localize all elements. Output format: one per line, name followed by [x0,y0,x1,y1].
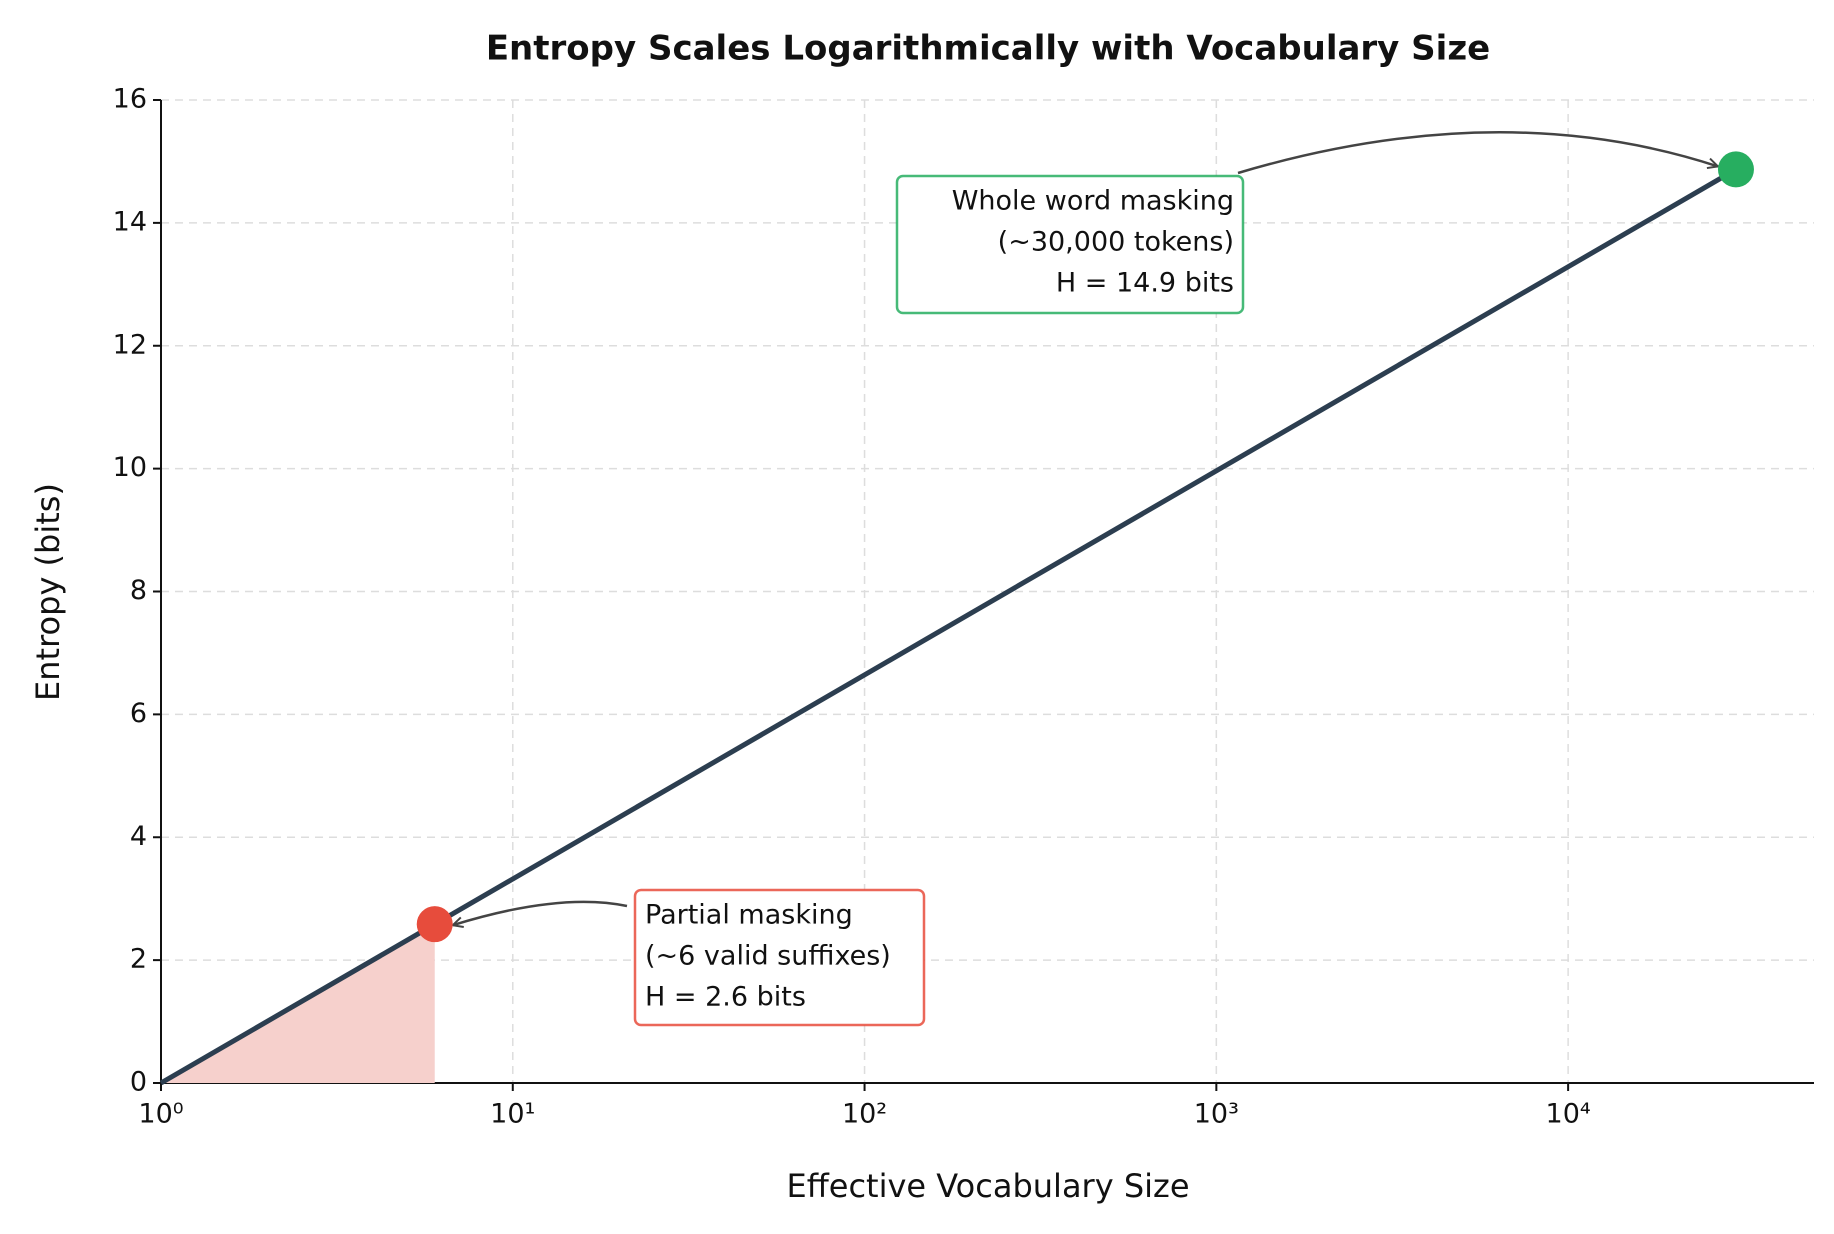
y-tick-label: 10 [113,452,147,483]
y-tick-label: 4 [130,821,147,852]
annotation-arrow [1237,131,1718,175]
y-tick-label: 0 [130,1067,147,1098]
y-tick-label: 16 [113,84,147,115]
annotation-text: H = 2.6 bits [645,982,806,1013]
point [416,906,453,943]
y-tick-label: 14 [113,206,147,237]
annotation-text: Partial masking [645,900,853,931]
annotation-text: Whole word masking [952,186,1234,217]
x-tick-label: 10⁴ [1546,1099,1591,1130]
annotation-text: (~30,000 tokens) [998,227,1234,258]
point [1717,151,1754,188]
x-axis-label: Effective Vocabulary Size [786,1167,1189,1205]
annotation-box [895,174,1245,315]
annotation-text: (~6 valid suffixes) [645,941,891,972]
x-tick-label: 10⁰ [138,1099,183,1130]
y-tick-label: 6 [130,698,147,729]
annotation-text: H = 14.9 bits [1056,268,1234,299]
y-axis-label: Entropy (bits) [29,483,67,701]
x-tick-label: 10² [842,1099,887,1130]
annotation-arrow [453,900,628,925]
annotation-box [633,888,926,1027]
chart-title: Entropy Scales Logarithmically with Voca… [486,29,1490,69]
x-tick-label: 10³ [1194,1099,1239,1130]
x-tick-label: 10¹ [490,1099,535,1130]
y-tick-label: 2 [130,944,147,975]
y-tick-label: 12 [113,329,147,360]
y-tick-label: 8 [130,575,147,606]
